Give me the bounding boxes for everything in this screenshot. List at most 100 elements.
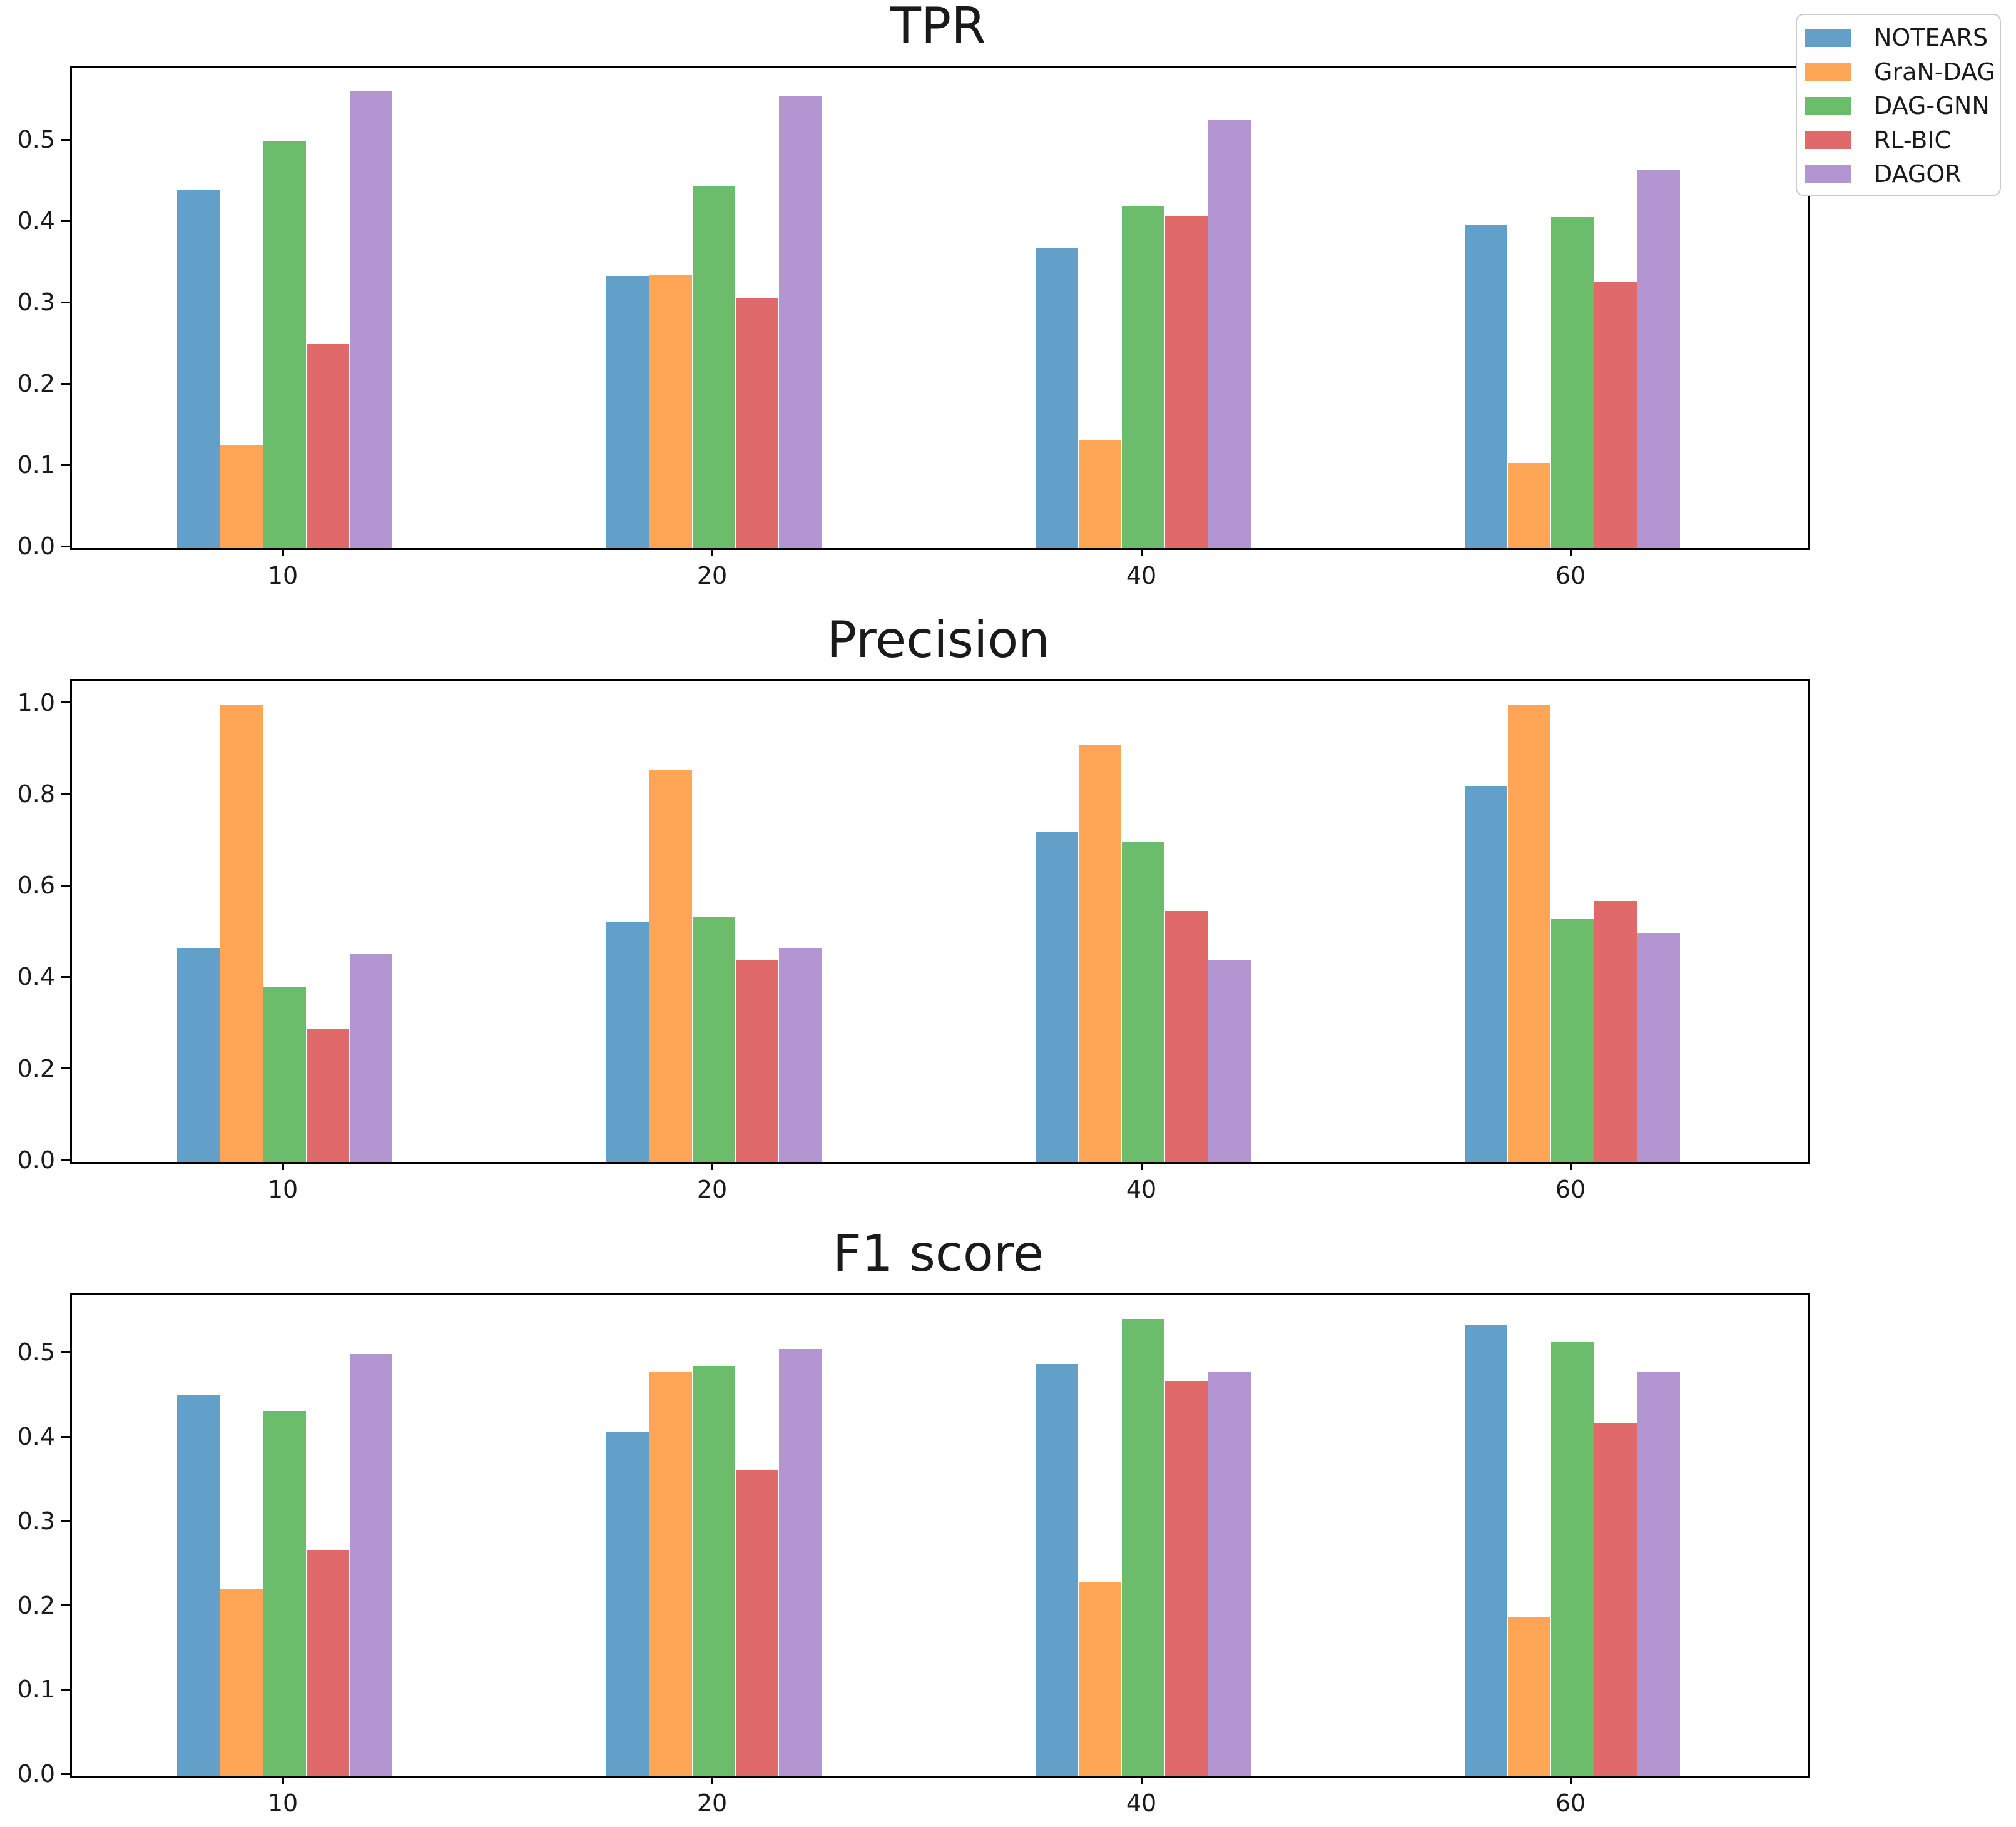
y-tick-label: 0.0: [17, 1760, 55, 1788]
legend-item-dag-gnn: DAG-GNN: [1797, 89, 2000, 123]
bar-rl-bic-40: [1164, 1381, 1208, 1776]
y-tick-mark: [61, 464, 70, 466]
bar-dagor-20: [778, 947, 822, 1162]
bar-notears-10: [176, 1394, 220, 1776]
legend-label-dag-gnn: DAG-GNN: [1874, 92, 1990, 120]
bar-gran-dag-10: [220, 704, 263, 1162]
legend-item-notears: NOTEARS: [1797, 21, 2000, 55]
x-tick-mark: [711, 1162, 713, 1170]
bar-dag-gnn-20: [692, 916, 735, 1162]
bar-notears-40: [1035, 832, 1078, 1162]
bar-dagor-60: [1637, 170, 1680, 548]
legend-label-notears: NOTEARS: [1874, 24, 1988, 52]
y-tick-mark: [61, 1773, 70, 1775]
y-tick-mark: [61, 1520, 70, 1522]
bar-gran-dag-10: [220, 1588, 263, 1776]
bar-dagor-40: [1208, 120, 1251, 548]
bar-dag-gnn-40: [1121, 205, 1164, 548]
x-tick-mark: [1140, 548, 1143, 556]
y-tick-label: 0.0: [17, 532, 55, 560]
bar-dagor-10: [349, 954, 392, 1162]
bar-rl-bic-40: [1164, 215, 1208, 548]
y-tick-mark: [61, 1688, 70, 1691]
y-tick-label: 0.2: [17, 1591, 55, 1619]
legend-swatch-notears: [1805, 28, 1851, 47]
y-tick-mark: [61, 975, 70, 978]
x-tick-label: 60: [1555, 562, 1586, 589]
bar-dag-gnn-10: [263, 987, 306, 1162]
y-tick-label: 0.2: [17, 370, 55, 398]
bar-gran-dag-40: [1078, 1582, 1121, 1776]
bar-notears-20: [606, 275, 649, 548]
bar-gran-dag-40: [1078, 745, 1121, 1162]
bar-gran-dag-60: [1507, 704, 1550, 1162]
bar-rl-bic-20: [735, 1470, 778, 1776]
x-tick-mark: [282, 1776, 284, 1784]
subplot-precision: Precision 0.0 0.2 0.4 0.6 0.8 1.0 10 20 40 60: [0, 611, 2016, 1228]
legend-swatch-dag-gnn: [1805, 96, 1851, 115]
bar-notears-40: [1035, 248, 1078, 548]
x-tick-label: 10: [267, 1789, 298, 1817]
bar-dagor-60: [1637, 1372, 1680, 1776]
bar-rl-bic-60: [1594, 1423, 1637, 1776]
legend-item-rl-bic: RL-BIC: [1797, 123, 2000, 158]
y-tick-label: 0.4: [17, 963, 55, 991]
legend-swatch-rl-bic: [1805, 131, 1851, 150]
bar-gran-dag-20: [649, 275, 692, 548]
bar-notears-60: [1464, 1325, 1507, 1776]
x-tick-label: 20: [696, 562, 728, 589]
y-tick-label: 0.8: [17, 780, 55, 808]
x-tick-mark: [1140, 1162, 1143, 1170]
y-tick-mark: [61, 701, 70, 704]
bar-dag-gnn-60: [1550, 217, 1594, 548]
x-tick-mark: [282, 1162, 284, 1170]
bar-dagor-40: [1208, 960, 1251, 1162]
legend-item-gran-dag: GraN-DAG: [1797, 55, 2000, 89]
x-tick-label: 60: [1555, 1789, 1586, 1817]
bar-dagor-10: [349, 1354, 392, 1776]
x-tick-label: 40: [1126, 1176, 1157, 1203]
y-tick-mark: [61, 1067, 70, 1070]
bar-gran-dag-20: [649, 1372, 692, 1776]
bar-gran-dag-60: [1507, 1617, 1550, 1776]
y-tick-label: 0.5: [17, 126, 55, 154]
y-tick-label: 0.2: [17, 1054, 55, 1082]
chart-title-tpr: TPR: [890, 0, 986, 55]
x-tick-mark: [1569, 1776, 1572, 1784]
y-tick-mark: [61, 138, 70, 141]
legend-label-rl-bic: RL-BIC: [1874, 126, 1952, 154]
chart-title-f1-score: F1 score: [832, 1224, 1044, 1283]
bar-notears-60: [1464, 224, 1507, 548]
bar-notears-60: [1464, 786, 1507, 1162]
y-tick-label: 0.1: [17, 451, 55, 479]
bar-dag-gnn-60: [1550, 919, 1594, 1162]
y-tick-mark: [61, 1435, 70, 1438]
x-tick-mark: [711, 548, 713, 556]
bar-rl-bic-10: [306, 343, 349, 548]
bar-rl-bic-60: [1594, 901, 1637, 1162]
bar-dag-gnn-40: [1121, 842, 1164, 1162]
legend-label-gran-dag: GraN-DAG: [1874, 58, 1995, 86]
legend-swatch-dagor: [1805, 165, 1851, 183]
plot-area-precision: [70, 679, 1810, 1164]
bar-gran-dag-60: [1507, 462, 1550, 548]
x-tick-label: 20: [696, 1789, 728, 1817]
y-tick-label: 0.4: [17, 1423, 55, 1451]
y-tick-mark: [61, 382, 70, 385]
y-tick-label: 0.3: [17, 1507, 55, 1535]
bar-dag-gnn-20: [692, 1366, 735, 1776]
x-tick-mark: [1569, 548, 1572, 556]
bar-dag-gnn-10: [263, 140, 306, 548]
subplot-f1-score: F1 score 0.0 0.1 0.2 0.3 0.4 0.5 10 20 40 60: [0, 1224, 2016, 1827]
y-tick-mark: [61, 220, 70, 222]
legend-item-dagor: DAGOR: [1797, 157, 2000, 191]
x-tick-mark: [282, 548, 284, 556]
bar-dagor-60: [1637, 933, 1680, 1162]
y-tick-label: 0.4: [17, 207, 55, 235]
legend-swatch-gran-dag: [1805, 63, 1851, 81]
bar-rl-bic-10: [306, 1549, 349, 1776]
bar-rl-bic-20: [735, 960, 778, 1162]
x-tick-label: 10: [267, 562, 298, 589]
bar-notears-20: [606, 922, 649, 1162]
